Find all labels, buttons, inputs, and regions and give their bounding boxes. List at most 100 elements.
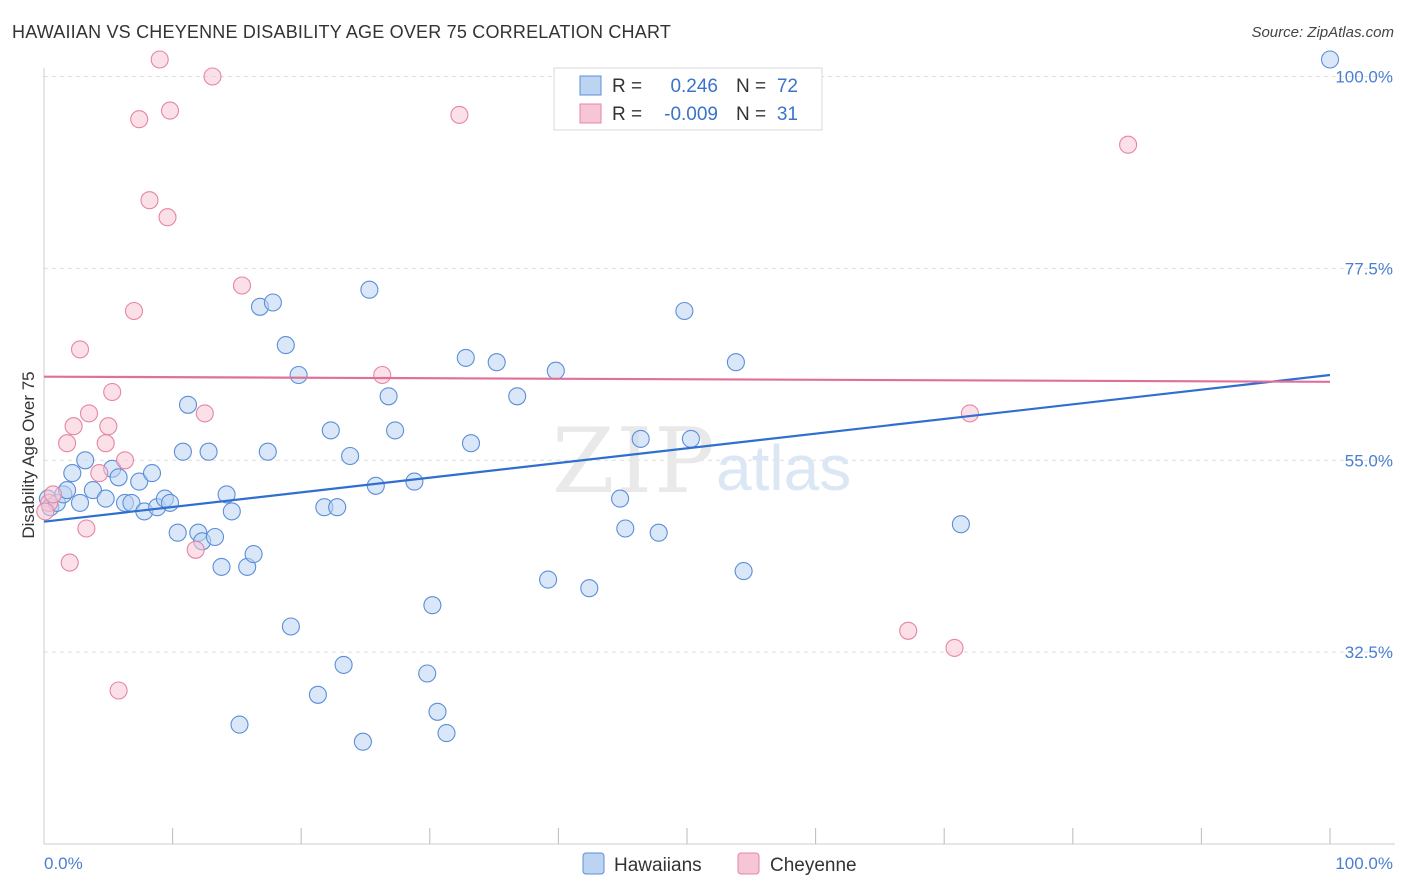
point-hawaiians [366, 476, 385, 495]
chart-source: Source: ZipAtlas.com [1251, 24, 1394, 41]
point-cheyenne [186, 540, 205, 559]
legend-r-value-cheyenne: -0.009 [664, 104, 718, 125]
trend-layer [43, 373, 1331, 523]
point-hawaiians [386, 421, 405, 440]
x-tick-label-max: 100.0% [1335, 854, 1393, 873]
point-cheyenne [124, 301, 144, 321]
point-hawaiians [308, 685, 327, 704]
point-hawaiians [353, 732, 372, 751]
point-hawaiians [675, 301, 694, 321]
point-hawaiians [418, 664, 437, 683]
points-layer [36, 50, 1340, 751]
watermark: ZIP atlas [552, 409, 851, 514]
legend-n-label-cheyenne: N = [736, 104, 766, 125]
bottom-legend: Hawaiians Cheyenne [582, 852, 857, 876]
point-hawaiians [1320, 50, 1340, 69]
point-hawaiians [539, 570, 558, 589]
bottom-legend-label-hawaiians: Hawaiians [614, 855, 702, 876]
point-hawaiians [616, 519, 635, 538]
point-cheyenne [70, 340, 90, 359]
axis-layer [43, 68, 1395, 845]
point-hawaiians [328, 498, 347, 517]
point-cheyenne [115, 451, 135, 470]
point-hawaiians [217, 485, 236, 504]
point-cheyenne [103, 382, 122, 402]
x-tick-label-min: 0.0% [44, 854, 83, 873]
point-hawaiians [205, 527, 225, 547]
point-cheyenne [130, 110, 149, 129]
point-hawaiians [508, 387, 527, 406]
point-hawaiians [726, 353, 745, 372]
point-hawaiians [276, 336, 295, 355]
point-hawaiians [109, 468, 128, 487]
point-cheyenne [64, 417, 83, 436]
point-hawaiians [334, 655, 353, 674]
legend-r-label-hawaiians: R = [612, 76, 642, 97]
point-hawaiians [83, 481, 102, 500]
y-tick-label: 77.5% [1345, 259, 1393, 278]
legend-n-value-cheyenne: 31 [777, 104, 798, 125]
legend-r-value-hawaiians: 0.246 [670, 76, 718, 97]
point-hawaiians [321, 421, 340, 440]
point-cheyenne [150, 50, 169, 69]
legend-n-value-hawaiians: 72 [777, 76, 798, 97]
bottom-legend-swatch-cheyenne [737, 852, 760, 875]
y-tick-label: 32.5% [1345, 643, 1393, 662]
point-cheyenne [1119, 135, 1138, 154]
point-hawaiians [142, 464, 162, 483]
point-cheyenne [96, 434, 115, 453]
point-hawaiians [611, 489, 630, 508]
point-hawaiians [289, 365, 308, 385]
legend-swatch-hawaiians [579, 75, 602, 96]
point-hawaiians [631, 429, 650, 448]
point-cheyenne [79, 404, 99, 423]
point-hawaiians [230, 715, 249, 734]
point-hawaiians [734, 562, 753, 581]
trend-line-cheyenne [43, 375, 1331, 383]
point-hawaiians [76, 451, 95, 470]
point-hawaiians [341, 446, 360, 466]
point-cheyenne [899, 621, 918, 640]
point-cheyenne [158, 208, 177, 227]
point-hawaiians [96, 489, 115, 508]
point-hawaiians [263, 293, 282, 312]
point-cheyenne [140, 191, 159, 210]
point-hawaiians [168, 523, 187, 542]
point-hawaiians [173, 442, 192, 461]
point-cheyenne [60, 553, 79, 572]
y-tick-label: 55.0% [1345, 451, 1393, 470]
point-hawaiians [212, 557, 231, 576]
point-hawaiians [379, 387, 398, 406]
point-hawaiians [178, 395, 198, 414]
point-cheyenne [203, 67, 222, 86]
trend-line-hawaiians [43, 373, 1331, 523]
y-tick-label: 100.0% [1335, 68, 1393, 87]
watermark-atlas: atlas [716, 432, 851, 504]
point-cheyenne [450, 105, 469, 124]
point-hawaiians [405, 472, 424, 491]
point-cheyenne [232, 276, 252, 295]
legend-r-label-cheyenne: R = [612, 104, 642, 125]
point-cheyenne [36, 502, 55, 521]
point-hawaiians [546, 361, 565, 380]
point-hawaiians [222, 502, 241, 521]
point-cheyenne [960, 404, 979, 423]
point-cheyenne [373, 365, 392, 385]
point-cheyenne [99, 417, 118, 436]
point-cheyenne [945, 638, 964, 657]
point-hawaiians [681, 429, 700, 448]
point-hawaiians [456, 348, 475, 367]
point-hawaiians [951, 515, 970, 534]
point-hawaiians [487, 353, 506, 372]
point-hawaiians [258, 442, 277, 461]
point-cheyenne [43, 485, 63, 504]
point-cheyenne [160, 101, 180, 120]
bottom-legend-label-cheyenne: Cheyenne [770, 855, 857, 876]
point-hawaiians [580, 579, 599, 598]
point-cheyenne [90, 464, 109, 483]
point-hawaiians [63, 464, 82, 483]
point-hawaiians [281, 617, 300, 636]
legend-n-label-hawaiians: N = [736, 76, 766, 97]
point-hawaiians [437, 724, 456, 743]
